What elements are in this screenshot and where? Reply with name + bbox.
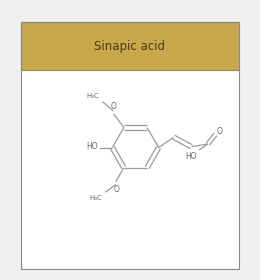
Text: O: O <box>110 102 116 111</box>
Text: O: O <box>217 127 223 136</box>
Text: O: O <box>114 185 120 193</box>
Text: H₃C: H₃C <box>87 93 99 99</box>
Text: HO: HO <box>185 152 197 161</box>
Text: Sinapic acid: Sinapic acid <box>94 40 166 53</box>
Text: H₃C: H₃C <box>90 195 102 201</box>
Text: HO: HO <box>86 142 98 151</box>
